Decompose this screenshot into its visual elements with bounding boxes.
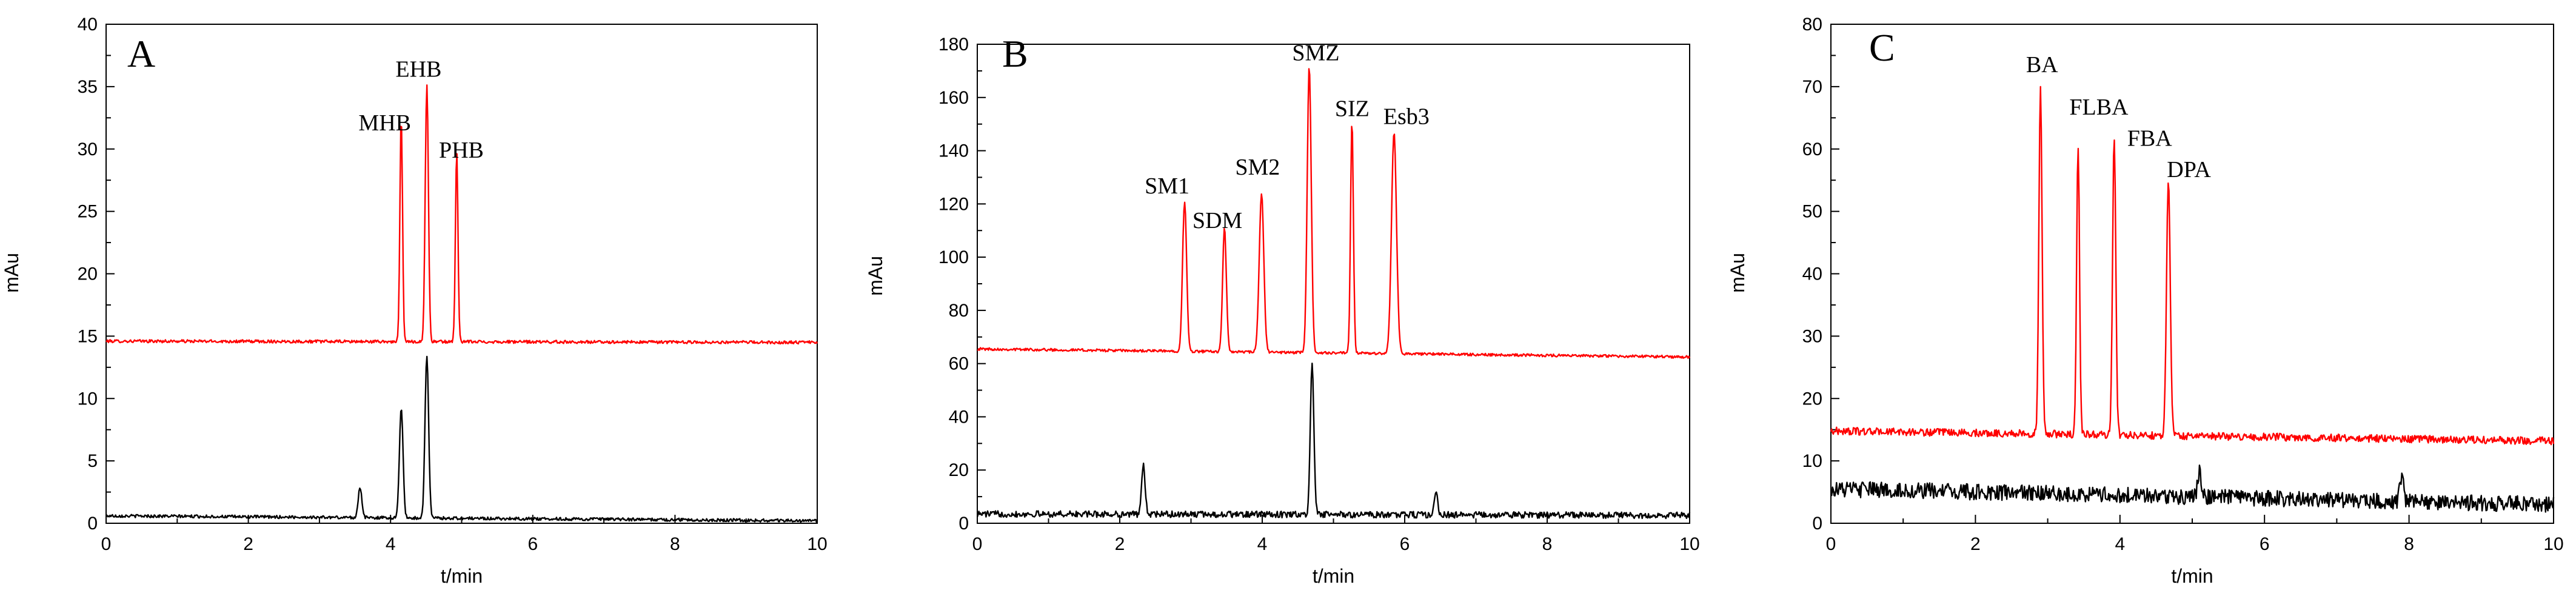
y-tick-label: 60 [949,354,969,374]
y-tick-label: 80 [949,301,969,321]
y-tick-label: 120 [938,194,969,214]
x-tick-label: 10 [807,534,827,554]
y-tick-label: 100 [938,247,969,267]
x-tick-label: 6 [2260,534,2270,554]
y-tick-label: 0 [1812,514,1822,534]
plot-frame [105,24,818,524]
y-tick-label: 40 [949,407,969,427]
x-tick-label: 8 [2404,534,2414,554]
peak-label: SIZ [1335,96,1370,122]
y-tick-label: 40 [1802,264,1822,284]
y-tick-label: 0 [87,514,98,534]
peak-label: Esb3 [1383,104,1430,130]
y-axis-title: mAu [1727,253,1748,293]
peak-label: MHB [358,110,411,136]
chart-panel-b: 0 2 4 6 8 10020406080100120140160180t/minmAuB… [865,32,1700,587]
x-tick-label: 4 [386,534,396,554]
x-tick-label: 2 [243,534,253,554]
y-tick-label: 20 [1802,389,1822,409]
y-tick-label: 40 [78,15,98,35]
x-tick-label: 4 [2115,534,2125,554]
y-tick-label: 10 [1802,451,1822,471]
y-tick-label: 25 [78,202,98,222]
peak-label: SDM [1193,208,1242,233]
y-tick-label: 30 [78,139,98,159]
y-tick-label: 15 [78,326,98,346]
y-tick-label: 0 [958,514,969,534]
black-trace-line [976,363,1691,520]
y-tick-label: 20 [949,460,969,480]
y-tick-label: 50 [1802,202,1822,222]
y-tick-label: 140 [938,141,969,161]
peak-label: FBA [2127,126,2172,152]
x-tick-label: 6 [527,534,538,554]
x-tick-label: 2 [1115,534,1125,554]
peak-label: SM1 [1145,173,1189,199]
y-tick-label: 20 [78,264,98,284]
x-axis-title: t/min [1313,565,1354,587]
y-tick-label: 10 [78,389,98,409]
peak-label: DPA [2167,157,2211,183]
y-tick-label: 60 [1802,139,1822,159]
y-tick-label: 80 [1802,15,1822,35]
black-trace-line [105,355,818,523]
x-tick-label: 8 [1542,534,1553,554]
y-tick-label: 70 [1802,77,1822,97]
red-trace-line [105,84,818,345]
plot-frame [977,44,1690,524]
black-trace-line [1830,464,2555,513]
x-tick-label: 0 [1826,534,1836,554]
x-tick-label: 2 [1970,534,1981,554]
x-tick-label: 8 [670,534,680,554]
panel-letter: B [1002,32,1028,75]
x-tick-label: 6 [1400,534,1410,554]
chart-panel-a: 0 2 4 6 8 10 0 5 10 15 20 25 30 35 40 t/min mAu A MHB EHB PH… [1,15,828,587]
x-tick-label: 10 [2543,534,2563,554]
peak-label: PHB [439,138,484,163]
y-tick-label: 5 [87,451,98,471]
y-axis-title: mAu [865,256,886,296]
plot-frame [1830,24,2554,524]
y-tick-label: 160 [938,88,969,108]
x-tick-label: 0 [101,534,112,554]
x-tick-label: 10 [1679,534,1699,554]
panel-letter: C [1869,26,1895,69]
peak-label: BA [2026,52,2058,78]
y-tick-label: 30 [1802,326,1822,346]
x-tick-label: 0 [972,534,983,554]
peak-label: SMZ [1292,40,1339,65]
red-trace-line [1830,85,2555,446]
x-axis-title: t/min [441,565,483,587]
peak-label: FLBA [2069,95,2129,120]
red-trace-line [977,68,1691,359]
x-axis-title: t/min [2171,565,2213,587]
y-tick-label: 180 [938,35,969,55]
peak-label: EHB [395,56,441,82]
chart-panel-c: 0 2 4 6 8 10 0 10 20 30 40 50 60 70 80 t/min mAu C BA FLBA F… [1727,15,2564,587]
panel-letter: A [127,32,155,75]
x-tick-label: 4 [1257,534,1268,554]
y-tick-label: 35 [78,77,98,97]
peak-label: SM2 [1235,155,1280,180]
y-axis-title: mAu [1,253,22,293]
